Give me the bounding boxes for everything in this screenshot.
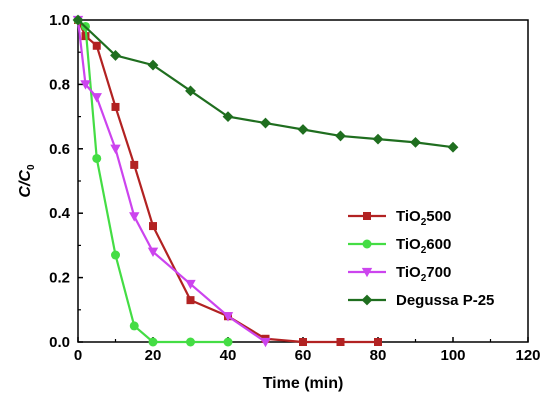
data-point xyxy=(92,153,102,163)
legend-marker xyxy=(363,212,371,220)
x-tick-label: 100 xyxy=(440,347,465,364)
data-point xyxy=(335,130,346,142)
legend-label: TiO2600 xyxy=(396,236,451,256)
data-point xyxy=(129,321,139,331)
y-tick-label: 0.8 xyxy=(49,76,70,93)
data-point xyxy=(80,80,91,90)
data-point xyxy=(222,111,234,122)
data-point xyxy=(447,141,459,153)
data-point xyxy=(297,124,309,135)
data-point xyxy=(91,93,102,103)
x-tick-label: 60 xyxy=(295,347,312,364)
y-tick-label: 1.0 xyxy=(49,12,70,29)
y-axis-title-main: C/C xyxy=(17,170,34,198)
x-tick-label: 0 xyxy=(74,347,82,364)
x-tick-label: 20 xyxy=(145,347,162,364)
data-point xyxy=(185,85,196,97)
legend-label: TiO2700 xyxy=(396,264,451,284)
data-point xyxy=(260,117,271,129)
x-tick-label: 120 xyxy=(515,347,540,364)
data-point xyxy=(410,136,421,148)
legend-marker xyxy=(361,294,373,306)
data-point xyxy=(110,144,121,154)
data-point xyxy=(130,160,139,169)
data-point xyxy=(111,102,120,111)
data-point xyxy=(299,338,307,346)
data-point xyxy=(92,41,101,50)
legend-marker xyxy=(362,239,372,249)
data-point xyxy=(72,14,84,26)
y-axis-title-subscript: 0 xyxy=(26,164,37,170)
legend: TiO2500 TiO2600 TiO2700 Degussa P-25 xyxy=(348,208,494,309)
y-axis-title: C/C0 xyxy=(17,164,37,198)
data-point xyxy=(186,296,195,305)
legend-item: TiO2600 xyxy=(348,236,451,256)
data-point xyxy=(222,312,234,322)
data-point xyxy=(149,222,157,231)
legend-label: Degussa P-25 xyxy=(396,292,494,309)
data-point xyxy=(223,337,233,347)
data-point xyxy=(148,337,158,347)
series-line xyxy=(77,19,378,344)
data-point xyxy=(129,212,140,222)
data-point xyxy=(260,337,271,348)
legend-item: TiO2500 xyxy=(348,208,451,228)
legend-item: Degussa P-25 xyxy=(348,292,494,309)
y-tick-label: 0.2 xyxy=(49,270,70,287)
data-point xyxy=(374,338,382,346)
y-tick-label: 0.0 xyxy=(49,334,70,351)
data-point xyxy=(111,250,120,260)
x-tick-label: 80 xyxy=(370,347,387,364)
data-point xyxy=(186,337,195,347)
x-tick-label: 40 xyxy=(220,347,237,364)
series-layer xyxy=(72,14,459,348)
data-point xyxy=(372,133,384,145)
data-point xyxy=(110,50,121,61)
legend-label: TiO2500 xyxy=(396,208,451,228)
series-line xyxy=(76,19,267,343)
legend-marker xyxy=(361,267,373,278)
data-point xyxy=(336,338,345,346)
series-degussa-p-25 xyxy=(72,14,459,153)
legend-item: TiO2700 xyxy=(348,264,451,284)
series-tio2500 xyxy=(74,16,382,346)
data-point xyxy=(147,59,159,71)
y-tick-label: 0.4 xyxy=(49,205,71,222)
data-point xyxy=(147,247,159,258)
axis-titles: Time (min) C/C0 xyxy=(17,164,343,392)
series-line xyxy=(77,19,228,344)
data-point xyxy=(185,279,196,290)
y-tick-label: 0.6 xyxy=(49,141,70,158)
x-axis-title: Time (min) xyxy=(263,375,344,392)
axis-ticks: 0 20 40 60 80 100 120 0.0 0.2 0.4 0.6 0.8 1.0 xyxy=(49,12,540,364)
